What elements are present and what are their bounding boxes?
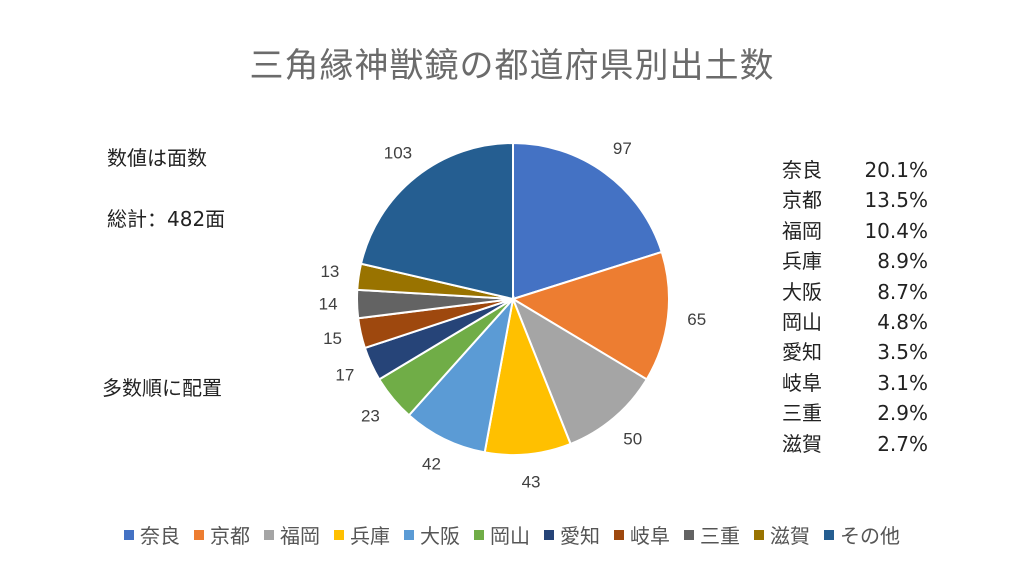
pie-slice-2 [510, 250, 670, 381]
percentage-row: 岐阜 3.1% [782, 368, 928, 398]
percentage-name: 大阪 [782, 279, 822, 304]
legend-swatch [614, 529, 624, 540]
percentage-value: 3.5% [877, 340, 928, 365]
percentage-row: 京都 13.5% [782, 185, 928, 215]
legend-item: 兵庫 [334, 520, 390, 549]
legend-swatch [264, 529, 274, 540]
data-label: 14 [319, 295, 338, 314]
legend-swatch [474, 529, 484, 540]
data-label: 42 [422, 455, 441, 474]
chart-title: 三角縁神獣鏡の都道府県別出土数 [249, 46, 775, 86]
legend-item: 岡山 [474, 520, 530, 549]
legend-label: 兵庫 [350, 524, 390, 548]
pie-slice-11 [359, 141, 514, 301]
pie-slice-5 [407, 295, 515, 454]
percentage-value: 8.9% [877, 249, 928, 274]
percentage-name: 福岡 [782, 218, 822, 243]
legend-item: 三重 [684, 520, 740, 549]
percentage-value: 13.5% [864, 188, 928, 213]
percentage-name: 滋賀 [782, 431, 822, 456]
percentage-row: 岡山 4.8% [782, 307, 928, 337]
percentage-name: 愛知 [782, 340, 822, 365]
note-unit: 数値は面数 [107, 146, 207, 170]
note-total: 総計：482面 [107, 207, 226, 231]
legend-label: その他 [840, 524, 900, 548]
percentage-row: 愛知 3.5% [782, 337, 928, 367]
percentage-row: 福岡 10.4% [782, 216, 928, 246]
percentage-value: 20.1% [864, 158, 928, 182]
data-label: 17 [335, 366, 354, 385]
legend-swatch [124, 529, 134, 540]
legend-item: その他 [824, 520, 900, 549]
legend-swatch [404, 529, 414, 540]
data-label: 65 [687, 310, 706, 329]
legend-label: 京都 [210, 524, 250, 548]
legend-label: 奈良 [140, 524, 180, 548]
percentage-name: 岐阜 [782, 370, 822, 395]
legend-label: 大阪 [420, 524, 460, 548]
legend-item: 福岡 [264, 520, 320, 549]
legend-swatch [754, 529, 764, 540]
legend-item: 岐阜 [614, 520, 670, 549]
data-label: 15 [323, 329, 342, 348]
data-label: 50 [623, 430, 642, 449]
legend-swatch [544, 529, 554, 540]
data-label: 13 [320, 262, 339, 281]
pie-slice-1 [512, 141, 663, 301]
data-label: 43 [522, 473, 541, 492]
data-label: 103 [384, 144, 412, 163]
percentage-row: 奈良 20.1% [782, 155, 928, 185]
percentage-name: 岡山 [782, 310, 822, 335]
legend-swatch [824, 529, 834, 540]
data-label: 97 [613, 139, 632, 158]
percentage-row: 三重 2.9% [782, 398, 928, 428]
legend-label: 三重 [700, 524, 740, 548]
percentage-value: 2.9% [877, 401, 928, 426]
note-order: 多数順に配置 [102, 376, 222, 400]
percentage-value: 2.7% [877, 431, 928, 456]
percentage-value: 3.1% [877, 370, 928, 395]
legend-label: 滋賀 [770, 524, 810, 548]
percentage-row: 大阪 8.7% [782, 277, 928, 307]
percentage-table: 奈良 20.1% 京都 13.5% 福岡 10.4% 兵庫 8.9% 大阪 8.7% 岡山… [782, 155, 928, 459]
percentage-name: 京都 [782, 188, 822, 213]
data-label: 23 [361, 406, 380, 425]
legend-item: 京都 [194, 520, 250, 549]
legend-label: 岡山 [490, 524, 530, 548]
legend-label: 愛知 [560, 524, 600, 548]
legend-swatch [334, 529, 344, 540]
legend-item: 滋賀 [754, 520, 810, 549]
percentage-value: 4.8% [877, 310, 928, 335]
percentage-value: 8.7% [877, 279, 928, 304]
legend-item: 愛知 [544, 520, 600, 549]
legend-item: 大阪 [404, 520, 460, 549]
percentage-name: 兵庫 [782, 249, 822, 274]
chart-legend: 奈良 京都 福岡 兵庫 大阪 岡山 愛知 岐阜 三重 滋賀 その他 [0, 520, 1024, 549]
percentage-row: 滋賀 2.7% [782, 429, 928, 459]
percentage-name: 三重 [782, 401, 822, 426]
legend-label: 福岡 [280, 524, 320, 548]
percentage-value: 10.4% [864, 218, 928, 243]
pie-slice-3 [510, 296, 649, 446]
percentage-row: 兵庫 8.9% [782, 246, 928, 276]
legend-item: 奈良 [124, 520, 180, 549]
legend-swatch [684, 529, 694, 540]
percentage-name: 奈良 [782, 158, 822, 182]
legend-swatch [194, 529, 204, 540]
legend-label: 岐阜 [630, 524, 670, 548]
